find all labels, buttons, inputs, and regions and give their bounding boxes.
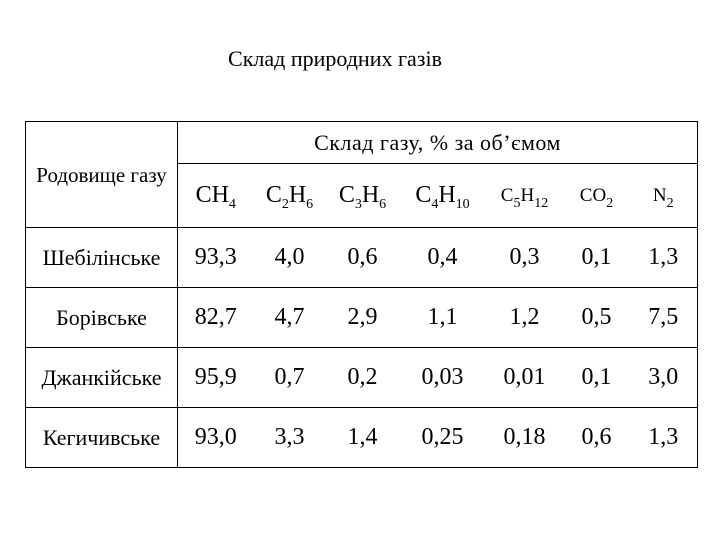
formula-sub2: 10: [455, 197, 470, 212]
value-cell: 95,9: [177, 347, 254, 408]
value-cell: 4,0: [253, 227, 326, 288]
component-header-0: CH4: [177, 163, 254, 228]
formula-base: C: [265, 182, 282, 208]
formula-sub: 3: [354, 197, 362, 212]
value-cell: 0,6: [563, 407, 630, 468]
value-cell: 0,01: [485, 347, 564, 408]
formula-sub: 4: [228, 197, 236, 212]
value-cell: 1,4: [325, 407, 400, 468]
component-header-1: C2H6: [253, 163, 326, 228]
table-row: Шебілінське 93,3 4,0 0,6 0,4 0,3 0,1 1,3: [25, 227, 699, 288]
value-cell: 0,25: [399, 407, 486, 468]
formula-sub: 4: [431, 197, 439, 212]
value-cell: 3,0: [629, 347, 699, 408]
value-cell: 0,6: [325, 227, 400, 288]
formula-sub2: 6: [306, 197, 314, 212]
formula-rest: H: [520, 184, 535, 206]
value-cell: 0,1: [563, 347, 630, 408]
formula-sub: 2: [666, 195, 674, 211]
component-header-row: CH4 C2H6 C3H6 C4H10 C5H12 CO2 N2: [26, 163, 699, 228]
value-cell: 93,3: [177, 227, 254, 288]
component-header-5: CO2: [563, 163, 630, 228]
formula-sub: 5: [513, 195, 521, 211]
value-cell: 82,7: [177, 287, 254, 348]
composition-header: Склад газу, % за об’ємом: [176, 121, 699, 164]
value-cell: 3,3: [253, 407, 326, 468]
component-header-4: C5H12: [485, 163, 564, 228]
component-header-2: C3H6: [325, 163, 400, 228]
value-cell: 0,7: [253, 347, 326, 408]
formula-base: CO: [579, 184, 607, 206]
value-cell: 7,5: [629, 287, 699, 348]
formula-sub2: 6: [379, 197, 387, 212]
value-cell: 1,2: [485, 287, 564, 348]
value-cell: 1,3: [629, 407, 699, 468]
formula-rest: H: [288, 182, 307, 208]
value-cell: 0,2: [325, 347, 400, 408]
field-name-cell: Джанкійське: [25, 347, 178, 408]
field-name-cell: Кегичивське: [25, 407, 178, 468]
component-header-6: N2: [629, 163, 699, 228]
formula-base: C: [338, 182, 355, 208]
value-cell: 1,1: [399, 287, 486, 348]
formula-base: C: [500, 184, 514, 206]
formula-sub: 2: [606, 195, 614, 211]
component-header-3: C4H10: [399, 163, 486, 228]
value-cell: 0,3: [485, 227, 564, 288]
value-cell: 0,5: [563, 287, 630, 348]
value-cell: 0,18: [485, 407, 564, 468]
field-name-cell: Шебілінське: [25, 227, 178, 288]
table-row: Кегичивське 93,0 3,3 1,4 0,25 0,18 0,6 1,3: [25, 407, 699, 468]
value-cell: 4,7: [253, 287, 326, 348]
formula-base: N: [652, 184, 667, 206]
formula-rest: H: [438, 182, 456, 208]
value-cell: 93,0: [177, 407, 254, 468]
page-title: Склад природних газів: [228, 46, 442, 71]
field-column-header: Родовище газу: [25, 121, 178, 228]
gas-composition-table: Родовище газу Склад газу, % за об’ємом C…: [25, 121, 699, 468]
value-cell: 0,03: [399, 347, 486, 408]
formula-base: C: [415, 182, 432, 208]
value-cell: 0,1: [563, 227, 630, 288]
value-cell: 1,3: [629, 227, 699, 288]
formula-sub: 2: [281, 197, 289, 212]
value-cell: 0,4: [399, 227, 486, 288]
formula-sub2: 12: [534, 195, 549, 211]
formula-base: CH: [195, 182, 229, 208]
field-name-cell: Борівське: [25, 287, 178, 348]
formula-rest: H: [361, 182, 380, 208]
table-row: Борівське 82,7 4,7 2,9 1,1 1,2 0,5 7,5: [25, 287, 699, 348]
table-row: Джанкійське 95,9 0,7 0,2 0,03 0,01 0,1 3,0: [25, 347, 699, 408]
value-cell: 2,9: [325, 287, 400, 348]
